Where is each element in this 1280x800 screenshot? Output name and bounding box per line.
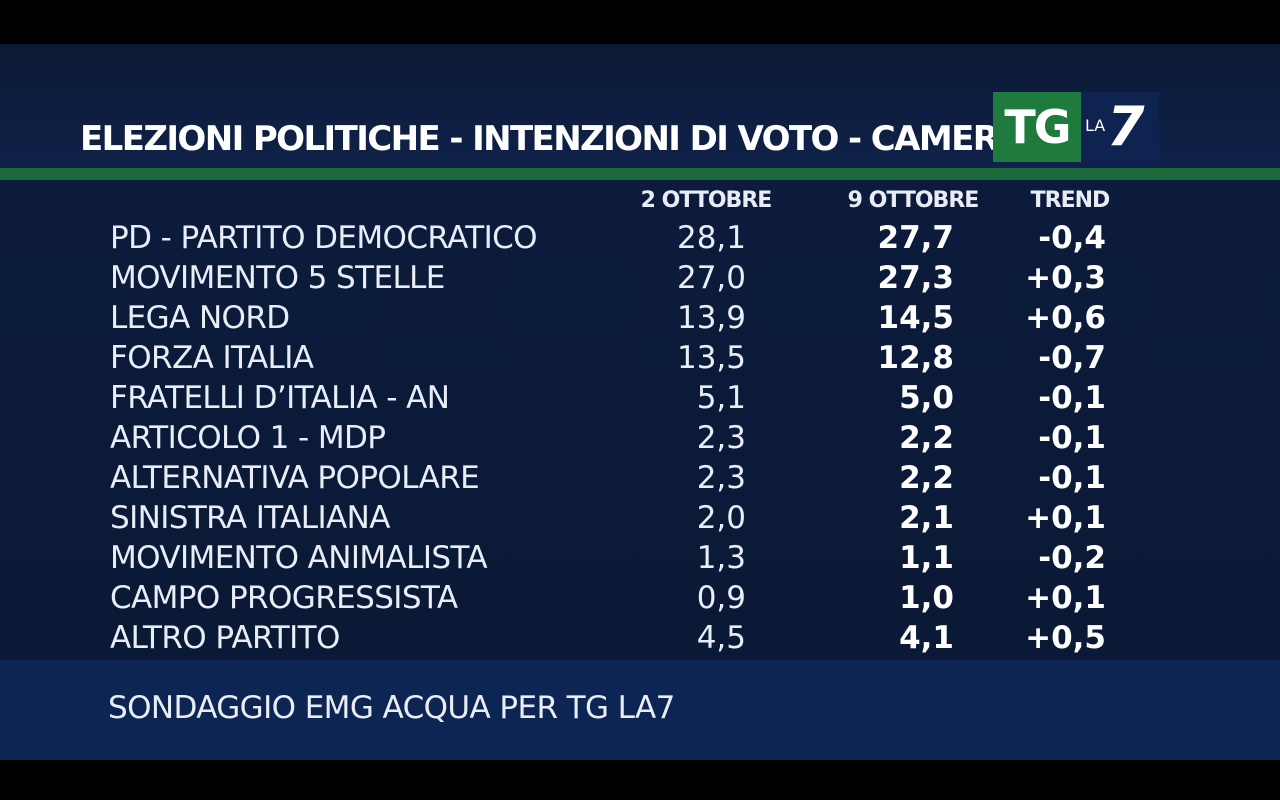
logo-la7: LA 7 <box>1081 92 1159 162</box>
trend-value: -0,1 <box>1038 380 1106 416</box>
table-row: PD - PARTITO DEMOCRATICO 28,1 27,7 -0,4 <box>0 218 1280 258</box>
value-2-ottobre: 28,1 <box>676 220 746 256</box>
poll-source: SONDAGGIO EMG ACQUA PER TG LA7 <box>108 690 675 726</box>
tg-la7-logo: TG LA 7 <box>993 92 1159 162</box>
party-name: PD - PARTITO DEMOCRATICO <box>110 220 538 256</box>
value-9-ottobre: 5,0 <box>899 380 954 416</box>
table-row: ALTRO PARTITO 4,5 4,1 +0,5 <box>0 618 1280 658</box>
value-2-ottobre: 27,0 <box>676 260 746 296</box>
value-9-ottobre: 2,1 <box>899 500 954 536</box>
party-name: ALTERNATIVA POPOLARE <box>110 460 480 496</box>
party-name: MOVIMENTO 5 STELLE <box>110 260 445 296</box>
column-header-2-ottobre: 2 OTTOBRE <box>640 188 773 213</box>
column-header-trend: TREND <box>1030 188 1111 213</box>
trend-value: +0,6 <box>1025 300 1106 336</box>
value-9-ottobre: 27,7 <box>877 220 955 256</box>
value-9-ottobre: 4,1 <box>899 620 954 656</box>
party-name: SINISTRA ITALIANA <box>110 500 390 536</box>
table-row: CAMPO PROGRESSISTA 0,9 1,0 +0,1 <box>0 578 1280 618</box>
trend-value: +0,5 <box>1025 620 1106 656</box>
value-9-ottobre: 27,3 <box>877 260 955 296</box>
table-row: SINISTRA ITALIANA 2,0 2,1 +0,1 <box>0 498 1280 538</box>
table-row: MOVIMENTO ANIMALISTA 1,3 1,1 -0,2 <box>0 538 1280 578</box>
party-name: ARTICOLO 1 - MDP <box>110 420 386 456</box>
logo-tg: TG <box>993 92 1081 162</box>
value-9-ottobre: 14,5 <box>877 300 955 336</box>
party-name: FORZA ITALIA <box>110 340 314 376</box>
value-2-ottobre: 13,5 <box>676 340 746 376</box>
party-name: LEGA NORD <box>110 300 290 336</box>
party-name: CAMPO PROGRESSISTA <box>110 580 458 616</box>
value-9-ottobre: 1,0 <box>899 580 954 616</box>
logo-seven: 7 <box>1107 95 1145 158</box>
trend-value: +0,1 <box>1025 580 1106 616</box>
trend-value: -0,1 <box>1038 420 1106 456</box>
value-2-ottobre: 1,3 <box>696 540 746 576</box>
table-row: ARTICOLO 1 - MDP 2,3 2,2 -0,1 <box>0 418 1280 458</box>
trend-value: -0,1 <box>1038 460 1106 496</box>
value-2-ottobre: 2,3 <box>696 420 746 456</box>
trend-value: +0,1 <box>1025 500 1106 536</box>
value-2-ottobre: 2,3 <box>696 460 746 496</box>
table-row: LEGA NORD 13,9 14,5 +0,6 <box>0 298 1280 338</box>
table-row: FRATELLI D’ITALIA - AN 5,1 5,0 -0,1 <box>0 378 1280 418</box>
party-name: FRATELLI D’ITALIA - AN <box>110 380 450 416</box>
value-2-ottobre: 13,9 <box>676 300 746 336</box>
trend-value: -0,7 <box>1038 340 1106 376</box>
party-name: MOVIMENTO ANIMALISTA <box>110 540 488 576</box>
value-9-ottobre: 2,2 <box>899 460 954 496</box>
value-2-ottobre: 0,9 <box>696 580 746 616</box>
value-9-ottobre: 12,8 <box>877 340 955 376</box>
value-9-ottobre: 2,2 <box>899 420 954 456</box>
trend-value: -0,4 <box>1038 220 1106 256</box>
value-2-ottobre: 5,1 <box>696 380 746 416</box>
column-header-9-ottobre: 9 OTTOBRE <box>847 188 980 213</box>
logo-la: LA <box>1085 116 1106 135</box>
value-9-ottobre: 1,1 <box>899 540 954 576</box>
trend-value: +0,3 <box>1025 260 1106 296</box>
value-2-ottobre: 4,5 <box>696 620 746 656</box>
party-name: ALTRO PARTITO <box>110 620 340 656</box>
value-2-ottobre: 2,0 <box>696 500 746 536</box>
table-row: FORZA ITALIA 13,5 12,8 -0,7 <box>0 338 1280 378</box>
page-title: ELEZIONI POLITICHE - INTENZIONI DI VOTO … <box>80 119 1024 159</box>
trend-value: -0,2 <box>1038 540 1106 576</box>
table-row: MOVIMENTO 5 STELLE 27,0 27,3 +0,3 <box>0 258 1280 298</box>
accent-divider <box>0 168 1280 180</box>
table-row: ALTERNATIVA POPOLARE 2,3 2,2 -0,1 <box>0 458 1280 498</box>
footer-band <box>0 660 1280 760</box>
